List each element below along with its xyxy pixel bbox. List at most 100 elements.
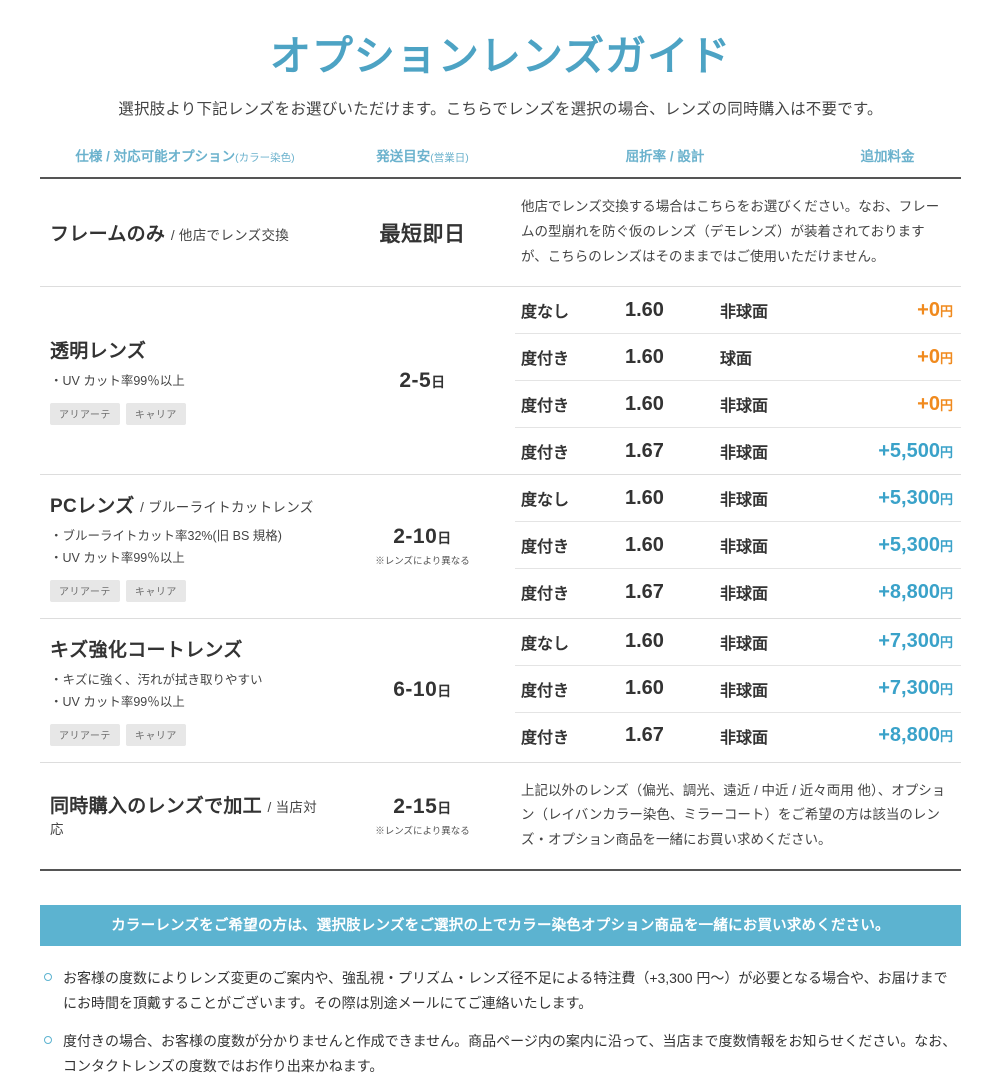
column-header-spec-note: (カラー染色) bbox=[235, 152, 295, 165]
option-price: +5,300円 bbox=[878, 486, 953, 509]
lens-option-row: 度なし 1.60 非球面 +5,300円 bbox=[515, 475, 961, 522]
option-index: 1.67 bbox=[625, 439, 664, 462]
option-degree: 度付き bbox=[521, 539, 570, 556]
row-shipping: 2-5日 bbox=[330, 287, 515, 474]
lens-tags: アリアーテ キャリア bbox=[50, 579, 324, 602]
table-row: 同時購入のレンズで加工 / 当店対応 2-15日 ※レンズにより異なる 上記以外… bbox=[40, 763, 961, 872]
column-header-shipping-main: 発送目安 bbox=[376, 149, 431, 165]
row-shipping: 2-15日 ※レンズにより異なる bbox=[330, 763, 515, 870]
option-price: +7,300円 bbox=[878, 630, 953, 653]
option-index: 1.60 bbox=[625, 630, 664, 653]
option-price: +0円 bbox=[917, 345, 953, 368]
page-subtitle: 選択肢より下記レンズをお選びいただけます。こちらでレンズを選択の場合、レンズの同… bbox=[118, 101, 883, 119]
shipping-unit: 日 bbox=[437, 683, 452, 700]
lens-tag: キャリア bbox=[125, 579, 186, 602]
row-spec: キズ強化コートレンズ ・キズに強く、汚れが拭き取りやすい ・UV カット率99％… bbox=[40, 619, 330, 762]
row-detail: 度なし 1.60 非球面 +5,300円 度付き 1.60 非球面 +5,300… bbox=[515, 475, 961, 618]
table-row: PCレンズ / ブルーライトカットレンズ ・ブルーライトカット率32%(旧 BS… bbox=[40, 475, 961, 619]
lens-bullet: ・UV カット率99％以上 bbox=[50, 694, 185, 709]
row-detail: 度なし 1.60 非球面 +0円 度付き 1.60 球面 +0円 度付き 1.6… bbox=[515, 287, 961, 474]
option-design: 非球面 bbox=[720, 729, 769, 747]
option-price: +5,500円 bbox=[878, 439, 953, 462]
column-header-spec-main: 仕様 / 対応可能オプション bbox=[75, 149, 236, 165]
shipping-value: 2-5日 bbox=[399, 369, 445, 393]
option-design: 非球面 bbox=[720, 492, 769, 509]
shipping-unit: 日 bbox=[437, 530, 452, 547]
list-item: 度付きの場合、お客様の度数が分かりませんと作成できません。商品ページ内の案内に沿… bbox=[40, 1029, 961, 1078]
row-spec: 透明レンズ ・UV カット率99％以上 アリアーテ キャリア bbox=[40, 287, 330, 474]
option-index: 1.60 bbox=[625, 392, 664, 415]
row-shipping: 最短即日 bbox=[330, 179, 515, 286]
lens-options-table: フレームのみ / 他店でレンズ交換 最短即日 他店でレンズ交換する場合はこちらを… bbox=[40, 177, 961, 872]
lens-option-row: 度付き 1.67 非球面 +8,800円 bbox=[515, 713, 961, 759]
lens-tag: キャリア bbox=[125, 402, 186, 425]
lens-option-row: 度なし 1.60 非球面 +0円 bbox=[515, 287, 961, 334]
list-item: お客様の度数によりレンズ変更のご案内や、強乱視・プリズム・レンズ径不足による特注… bbox=[40, 966, 961, 1015]
color-lens-banner: カラーレンズをご希望の方は、選択肢レンズをご選択の上でカラー染色オプション商品を… bbox=[40, 905, 961, 947]
column-header-shipping: 発送目安(営業日) bbox=[330, 145, 515, 165]
lens-tag: アリアーテ bbox=[50, 402, 120, 425]
row-spec: 同時購入のレンズで加工 / 当店対応 bbox=[40, 763, 330, 870]
option-design: 球面 bbox=[720, 351, 753, 368]
row-detail: 他店でレンズ交換する場合はこちらをお選びください。なお、フレームの型崩れを防ぐ仮… bbox=[515, 179, 961, 286]
lens-tags: アリアーテ キャリア bbox=[50, 723, 324, 746]
lens-name-main: キズ強化コートレンズ bbox=[50, 639, 243, 661]
column-headers: 仕様 / 対応可能オプション(カラー染色) 発送目安(営業日) 屈折率 / 設計… bbox=[40, 145, 961, 177]
option-price: +5,300円 bbox=[878, 533, 953, 556]
option-degree: 度付き bbox=[521, 586, 570, 603]
lens-tag: アリアーテ bbox=[50, 579, 120, 602]
lens-option-row: 度付き 1.60 球面 +0円 bbox=[515, 334, 961, 381]
row-spec: PCレンズ / ブルーライトカットレンズ ・ブルーライトカット率32%(旧 BS… bbox=[40, 475, 330, 618]
column-header-shipping-note: (営業日) bbox=[430, 152, 469, 165]
option-index: 1.67 bbox=[625, 724, 664, 747]
lens-bullets: ・キズに強く、汚れが拭き取りやすい ・UV カット率99％以上 bbox=[50, 670, 324, 714]
shipping-days: 2-10 bbox=[393, 525, 438, 549]
lens-name-main: 同時購入のレンズで加工 bbox=[50, 796, 262, 818]
option-index: 1.60 bbox=[625, 298, 664, 321]
lens-option-row: 度付き 1.60 非球面 +7,300円 bbox=[515, 666, 961, 713]
lens-name: キズ強化コートレンズ bbox=[50, 635, 324, 662]
lens-bullet: ・キズに強く、汚れが拭き取りやすい bbox=[50, 672, 263, 687]
option-price: +8,800円 bbox=[878, 724, 953, 747]
option-design: 非球面 bbox=[720, 635, 769, 653]
row-shipping: 2-10日 ※レンズにより異なる bbox=[330, 475, 515, 618]
page-title: オプションレンズガイド bbox=[269, 33, 732, 79]
circle-bullet-icon bbox=[44, 1036, 52, 1045]
option-index: 1.60 bbox=[625, 486, 664, 509]
option-degree: 度付き bbox=[521, 682, 570, 700]
option-degree: 度付き bbox=[521, 729, 570, 747]
option-design: 非球面 bbox=[720, 304, 769, 321]
option-index: 1.60 bbox=[625, 345, 664, 368]
lens-tag: キャリア bbox=[125, 723, 186, 746]
lens-name-main: フレームのみ bbox=[50, 224, 166, 246]
shipping-value: 最短即日 bbox=[379, 222, 466, 246]
option-design: 非球面 bbox=[720, 445, 769, 462]
row-detail: 度なし 1.60 非球面 +7,300円 度付き 1.60 非球面 +7,300… bbox=[515, 619, 961, 762]
shipping-value: 6-10日 bbox=[393, 678, 452, 702]
lens-tags: アリアーテ キャリア bbox=[50, 402, 324, 425]
option-design: 非球面 bbox=[720, 682, 769, 700]
option-price: +0円 bbox=[917, 298, 953, 321]
option-design: 非球面 bbox=[720, 398, 769, 415]
lens-option-row: 度付き 1.67 非球面 +8,800円 bbox=[515, 569, 961, 615]
option-index: 1.60 bbox=[625, 533, 664, 556]
option-degree: 度なし bbox=[521, 635, 570, 653]
option-degree: 度付き bbox=[521, 351, 570, 368]
shipping-note: ※レンズにより異なる bbox=[375, 825, 470, 837]
row-shipping: 6-10日 bbox=[330, 619, 515, 762]
lens-option-row: 度付き 1.60 非球面 +0円 bbox=[515, 381, 961, 428]
row-description: 上記以外のレンズ（偏光、調光、遠近 / 中近 / 近々両用 他）、オプション（レ… bbox=[521, 782, 946, 848]
option-price: +0円 bbox=[917, 392, 953, 415]
notes-list: お客様の度数によりレンズ変更のご案内や、強乱視・プリズム・レンズ径不足による特注… bbox=[40, 966, 961, 1078]
row-detail: 上記以外のレンズ（偏光、調光、遠近 / 中近 / 近々両用 他）、オプション（レ… bbox=[515, 763, 961, 870]
shipping-days: 6-10 bbox=[393, 678, 438, 702]
lens-name-main: PCレンズ bbox=[50, 496, 135, 517]
option-price: +8,800円 bbox=[878, 580, 953, 603]
lens-name-main: 透明レンズ bbox=[50, 341, 147, 363]
option-lens-guide-page: オプションレンズガイド 選択肢より下記レンズをお選びいただけます。こちらでレンズ… bbox=[40, 33, 961, 1074]
option-degree: 度付き bbox=[521, 445, 570, 462]
lens-bullet: ・UV カット率99％以上 bbox=[50, 374, 185, 389]
lens-option-row: 度付き 1.60 非球面 +5,300円 bbox=[515, 522, 961, 569]
option-index: 1.67 bbox=[625, 580, 664, 603]
lens-option-row: 度なし 1.60 非球面 +7,300円 bbox=[515, 619, 961, 666]
